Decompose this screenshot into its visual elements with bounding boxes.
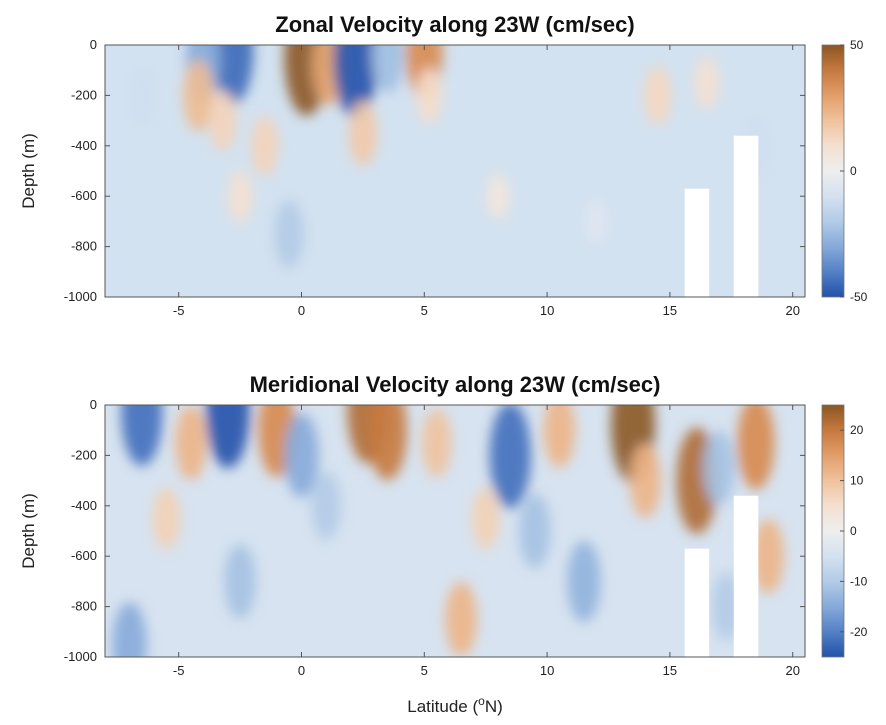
x-tick-label-4: 15 [663,303,677,318]
zonal-field [105,45,805,297]
colorbar-tick-label-1: 10 [850,474,864,488]
zonal-panel: Zonal Velocity along 23W (cm/sec) -5 0 5 10… [19,12,868,318]
velocity-feature-24 [471,487,500,550]
velocity-feature-10 [445,582,477,657]
velocity-feature-3 [152,487,181,550]
meridional-colorbar-ticks: 20 10 0 -10 -20 [840,423,868,639]
zonal-x-ticks: -5 0 5 10 15 20 [173,45,800,318]
velocity-feature-23 [224,544,256,619]
velocity-feature-2 [175,405,207,480]
colorbar-tick-label-2: -50 [850,290,868,304]
velocity-feature-10 [416,67,443,123]
x-tick-label-1: 0 [298,303,305,318]
meridional-field [105,405,805,657]
meridional-title: Meridional Velocity along 23W (cm/sec) [250,372,661,397]
velocity-feature-19 [584,198,608,245]
data-gap-0 [684,188,710,297]
velocity-feature-22 [112,602,147,657]
x-tick-label-0: -5 [173,663,185,678]
velocity-feature-7 [371,45,404,94]
meridional-axes-frame [104,404,806,658]
y-tick-label-2: -400 [71,138,97,153]
zonal-data-gaps [684,135,759,297]
colorbar-tick-label-3: -10 [850,574,868,588]
colorbar-tick-label-2: 0 [850,524,857,538]
velocity-feature-5 [284,413,319,498]
x-axis-label: Latitude (oN) [407,694,503,716]
y-tick-label-4: -800 [71,599,97,614]
velocity-feature-8 [348,100,378,166]
zonal-y-ticks: 0 -200 -400 -600 -800 -1000 [64,37,805,304]
meridional-colorbar: 20 10 0 -10 -20 [821,404,868,658]
velocity-feature-16 [694,56,720,109]
x-axis-label-prefix: Latitude ( [407,697,478,716]
y-tick-label-2: -400 [71,498,97,513]
velocity-feature-14 [567,541,601,622]
y-tick-label-5: -1000 [64,289,97,304]
zonal-axes-frame [104,44,806,298]
velocity-feature-8 [367,405,408,481]
x-tick-label-1: 0 [298,663,305,678]
y-tick-label-4: -800 [71,239,97,254]
x-tick-label-5: 20 [785,303,799,318]
x-tick-label-3: 10 [540,663,554,678]
colorbar-tick-label-0: 20 [850,423,864,437]
data-gap-1 [733,495,759,657]
meridional-ylabel: Depth (m) [19,493,38,569]
zonal-velocity-features [128,45,769,268]
velocity-feature-13 [128,67,155,123]
y-tick-label-3: -600 [71,548,97,563]
x-tick-label-4: 15 [663,663,677,678]
x-axis-label-degree: o [478,694,485,708]
x-tick-label-3: 10 [540,303,554,318]
velocity-feature-12 [251,115,279,176]
meridional-panel: Meridional Velocity along 23W (cm/sec) -… [19,372,868,678]
colorbar-tick-label-0: 50 [850,38,864,52]
velocity-feature-2 [183,59,214,131]
velocity-feature-0 [121,405,163,466]
zonal-ylabel: Depth (m) [19,133,38,209]
velocity-feature-16 [629,443,662,518]
x-tick-label-2: 5 [421,663,428,678]
velocity-feature-20 [752,519,784,594]
zonal-title: Zonal Velocity along 23W (cm/sec) [275,12,634,37]
y-tick-label-5: -1000 [64,649,97,664]
y-tick-label-0: 0 [90,397,97,412]
velocity-feature-3 [209,90,237,151]
zonal-colorbar-ticks: 50 0 -50 [840,38,868,304]
velocity-feature-9 [421,408,452,477]
y-tick-label-1: -200 [71,87,97,102]
y-tick-label-3: -600 [71,188,97,203]
colorbar-tick-label-1: 0 [850,164,857,178]
x-axis-label-suffix: N) [485,697,503,716]
velocity-feature-14 [227,170,253,223]
velocity-feature-11 [489,405,531,509]
meridional-y-ticks: 0 -200 -400 -600 -800 -1000 [64,397,805,664]
data-gap-0 [684,548,710,657]
x-tick-label-0: -5 [173,303,185,318]
velocity-feature-19 [737,405,775,490]
velocity-feature-6 [333,45,378,119]
velocity-feature-18 [703,430,735,506]
velocity-feature-13 [543,405,576,468]
x-tick-label-5: 20 [785,663,799,678]
velocity-feature-15 [644,66,671,125]
zonal-colorbar: 50 0 -50 [821,38,868,304]
velocity-feature-0 [211,45,254,105]
velocity-feature-6 [311,471,341,540]
velocity-feature-11 [274,200,305,268]
y-tick-label-0: 0 [90,37,97,52]
velocity-feature-12 [519,493,551,569]
y-tick-label-1: -200 [71,447,97,462]
meridional-data-gaps [684,495,759,657]
data-gap-1 [733,135,759,297]
x-tick-label-2: 5 [421,303,428,318]
meridional-x-ticks: -5 0 5 10 15 20 [173,405,800,678]
colorbar-tick-label-4: -20 [850,625,868,639]
velocity-feature-18 [486,173,510,219]
velocity-feature-1 [205,405,250,469]
